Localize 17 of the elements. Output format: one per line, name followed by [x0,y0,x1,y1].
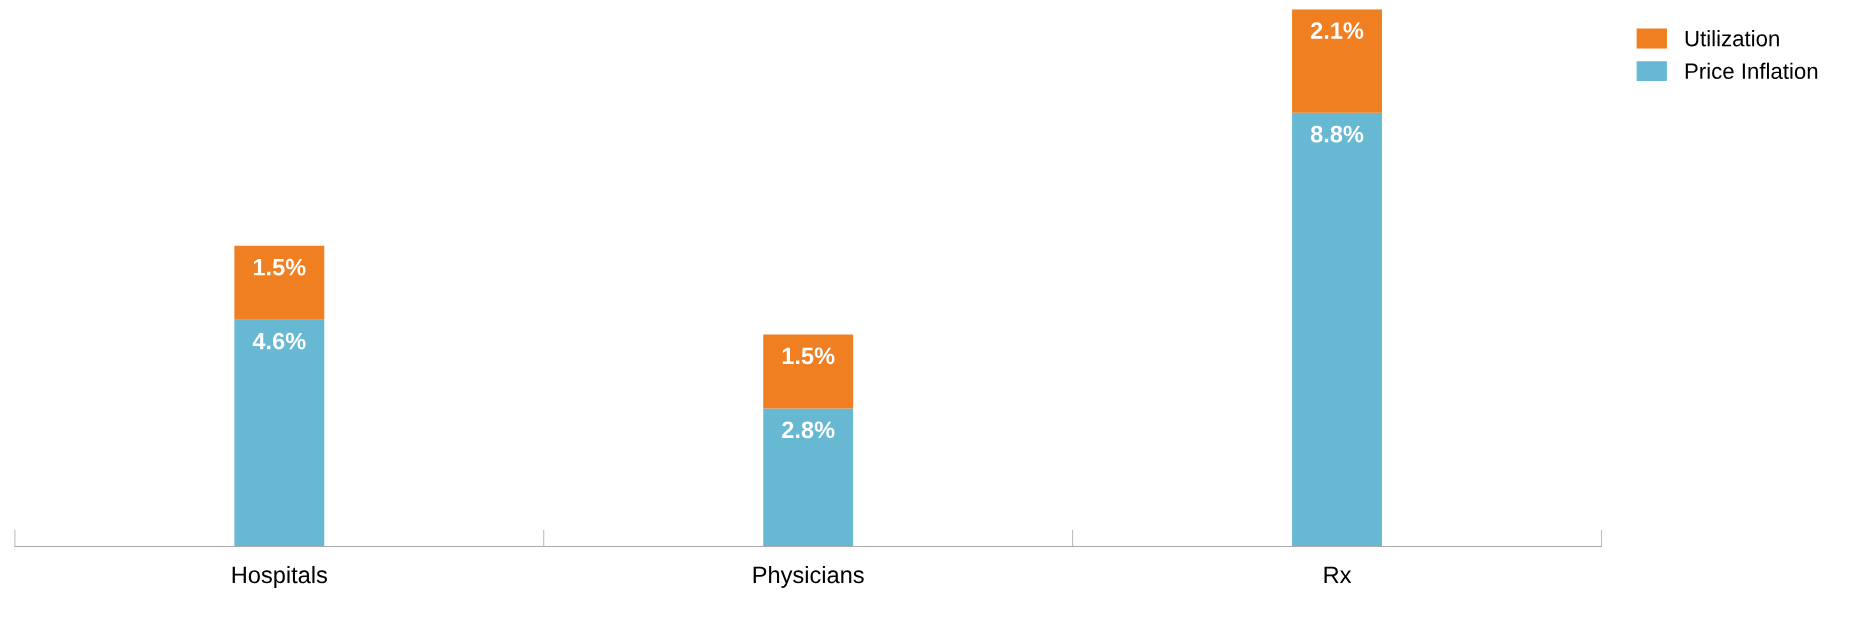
x-tick-label: Hospitals [232,565,328,588]
data-label: 1.5% [253,258,306,276]
bar [234,245,325,320]
legend-label: Price Inflation [1685,62,1818,80]
data-label: 2.1% [1310,22,1364,39]
data-label: 8.8% [1310,125,1364,143]
data-label: 2.8% [782,421,835,439]
data-label: 1.5% [782,347,835,365]
legend-label: Utilization [1685,30,1779,47]
bar [1292,112,1382,547]
data-label: 4.6% [252,332,306,350]
bar [763,408,854,547]
bar [234,319,325,547]
x-tick-label: Rx [1324,566,1352,584]
bar [763,334,854,409]
bar [1292,9,1382,113]
x-tick-label: Physicians [753,565,864,588]
